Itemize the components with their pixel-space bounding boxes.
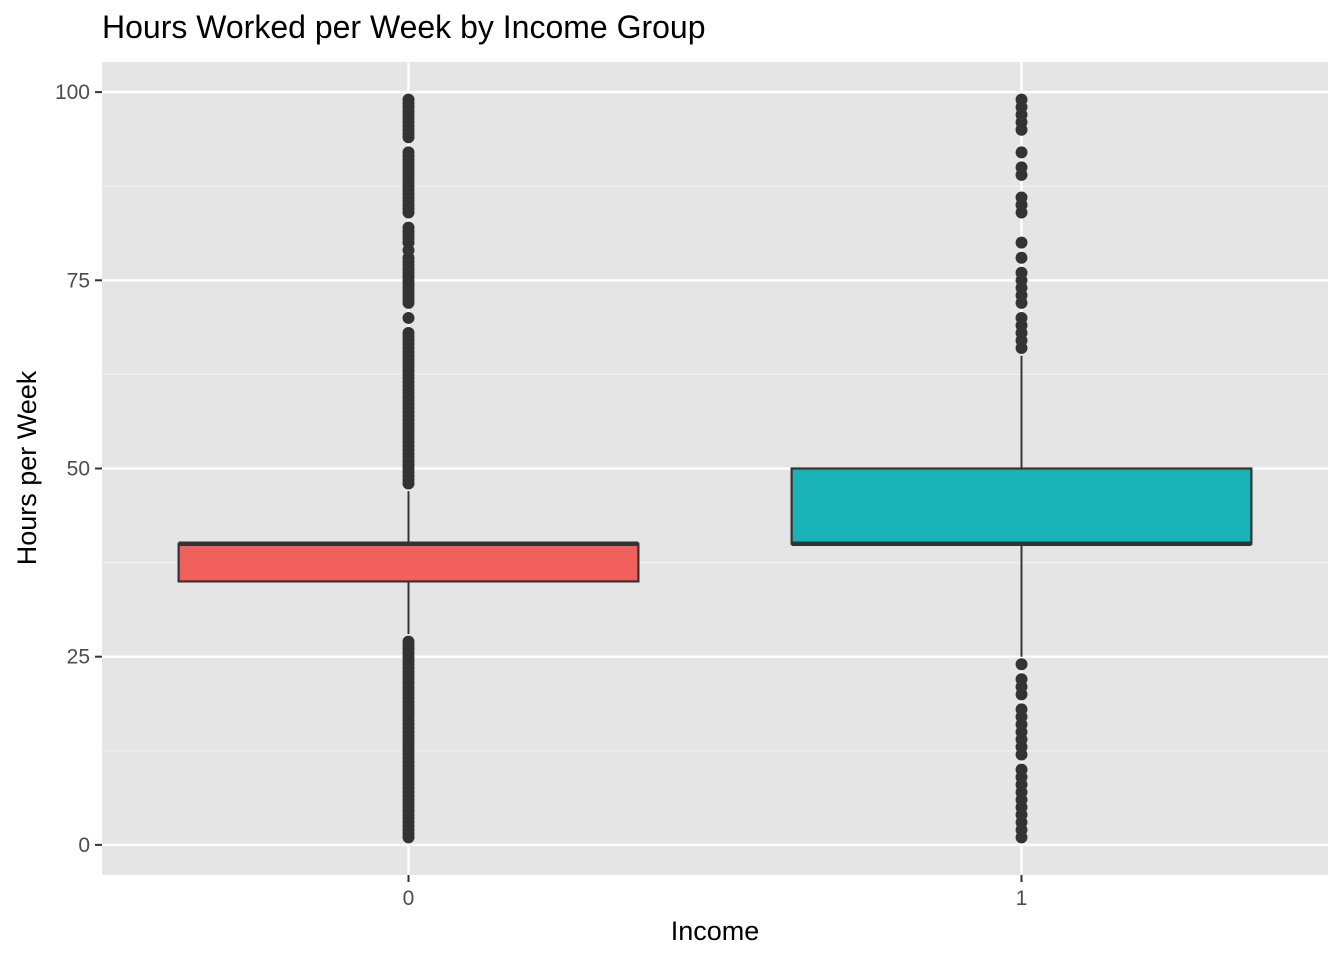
outlier-point <box>1015 161 1028 174</box>
outlier-point <box>402 311 415 324</box>
outlier-point <box>402 635 415 648</box>
y-tick-label: 75 <box>67 269 90 292</box>
x-axis-title: Income <box>671 916 760 946</box>
outlier-point <box>1015 763 1028 776</box>
y-tick-label: 100 <box>55 81 90 104</box>
boxes <box>177 355 1253 657</box>
outlier-point <box>1015 703 1028 716</box>
outlier-point <box>1015 673 1028 686</box>
outlier-point <box>1015 236 1028 249</box>
box-iqr <box>177 542 640 583</box>
outlier-point <box>402 327 415 339</box>
outliers <box>402 93 1028 844</box>
outlier-point <box>1015 311 1028 324</box>
outlier-point <box>402 221 415 234</box>
outlier-point <box>1015 251 1028 264</box>
x-tick-label: 1 <box>1016 887 1028 910</box>
box-iqr <box>790 467 1253 545</box>
y-tick-label: 25 <box>67 646 90 669</box>
chart-title: Hours Worked per Week by Income Group <box>102 9 706 45</box>
outlier-point <box>402 93 415 106</box>
x-tick-label: 0 <box>403 887 415 910</box>
y-tick-label: 0 <box>78 834 90 857</box>
outlier-point <box>1015 266 1028 279</box>
outlier-point <box>402 146 415 159</box>
outlier-point <box>1015 93 1028 106</box>
y-tick-label: 50 <box>67 458 90 481</box>
outlier-point <box>1015 191 1028 204</box>
outlier-point <box>1015 658 1028 671</box>
y-axis-ticks: 0 25 50 75 100 <box>55 81 102 857</box>
y-axis-title: Hours per Week <box>12 370 42 565</box>
outlier-point <box>1015 146 1028 159</box>
